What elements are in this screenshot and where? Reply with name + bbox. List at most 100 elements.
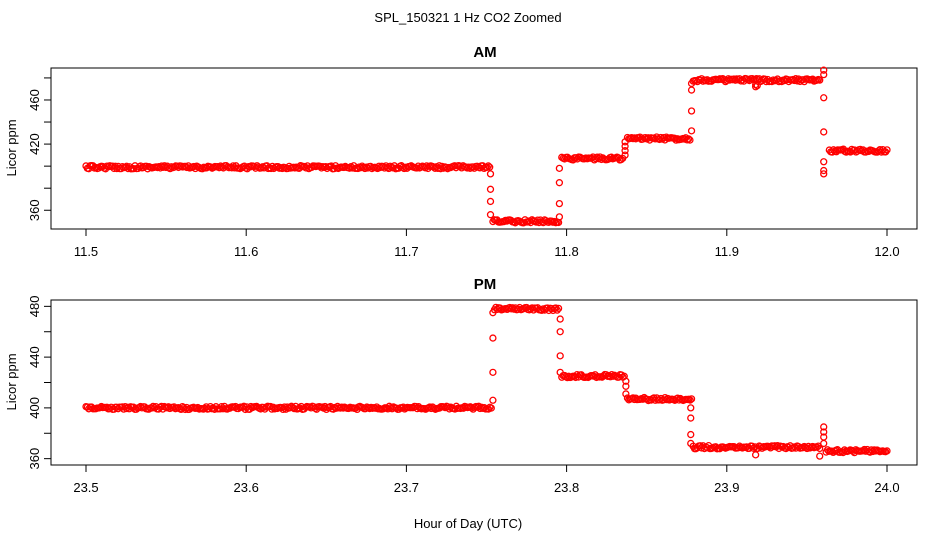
pm-transition-point bbox=[622, 390, 630, 398]
am-transition-point bbox=[621, 142, 629, 150]
pm-data-point bbox=[687, 395, 696, 403]
am-transition-point bbox=[687, 79, 696, 88]
am-transition-point bbox=[555, 164, 564, 172]
pm-x-tick-label: 23.6 bbox=[234, 480, 259, 495]
am-data-point bbox=[486, 163, 494, 171]
am-x-tick-label: 11.9 bbox=[715, 244, 739, 259]
am-x-tick-label: 11.7 bbox=[394, 244, 418, 259]
am-plot-frame bbox=[50, 67, 918, 230]
pm-plot-frame bbox=[50, 299, 918, 466]
pm-y-tick-label: 400 bbox=[27, 397, 42, 419]
am-y-axis-label: Licor ppm bbox=[4, 119, 19, 176]
am-transition-point bbox=[555, 199, 564, 208]
pm-transition-point bbox=[820, 439, 828, 448]
pm-x-tick-label: 23.5 bbox=[73, 480, 98, 495]
am-data-point bbox=[686, 136, 694, 144]
pm-x-tick-label: 23.7 bbox=[394, 480, 419, 495]
am-data-point bbox=[160, 162, 169, 170]
am-panel-title: AM bbox=[473, 44, 496, 61]
pm-transition-point bbox=[687, 439, 695, 448]
pm-transition-point bbox=[820, 428, 828, 436]
pm-transition-point bbox=[687, 430, 695, 439]
pm-x-tick-label: 23.8 bbox=[554, 480, 579, 495]
am-transition-point bbox=[687, 127, 696, 135]
pm-y-tick-label: 440 bbox=[27, 346, 42, 368]
am-outlier-point bbox=[751, 80, 760, 89]
pm-data-point bbox=[883, 447, 891, 455]
pm-panel: PM 23.5 23.6 23.7 23.8 23.9 24.0 360 400 440 480… bbox=[4, 276, 918, 495]
pm-transition-point bbox=[556, 352, 564, 360]
am-transition-point bbox=[486, 211, 495, 219]
am-transition-point bbox=[621, 138, 629, 146]
am-transition-point bbox=[820, 166, 828, 175]
am-data-point bbox=[483, 163, 491, 172]
pm-transition-point bbox=[489, 309, 497, 317]
pm-x-ticks: 23.5 23.6 23.7 23.8 23.9 24.0 bbox=[73, 465, 900, 495]
am-transition-point bbox=[555, 179, 564, 187]
pm-transition-point bbox=[687, 404, 695, 412]
pm-x-tick-label: 23.9 bbox=[714, 480, 739, 495]
am-transition-point bbox=[486, 185, 495, 193]
am-transition-point bbox=[820, 158, 828, 166]
pm-transition-point bbox=[622, 382, 630, 390]
pm-y-tick-label: 360 bbox=[27, 448, 42, 470]
am-outlier-point bbox=[753, 81, 761, 90]
am-data-point bbox=[684, 135, 693, 143]
am-transition-point bbox=[820, 94, 828, 102]
am-x-ticks: 11.5 11.6 11.7 11.8 11.9 12.0 bbox=[74, 229, 900, 259]
am-transition-point bbox=[820, 128, 828, 136]
pm-panel-title: PM bbox=[474, 276, 497, 293]
am-transition-point bbox=[820, 70, 828, 79]
am-data-point bbox=[816, 76, 824, 84]
am-outlier-point bbox=[751, 83, 760, 91]
pm-transition-point bbox=[820, 423, 828, 431]
am-transition-point bbox=[687, 107, 696, 115]
pm-outlier-point bbox=[816, 452, 824, 460]
am-transition-point bbox=[555, 213, 564, 221]
am-transition-point bbox=[621, 151, 629, 159]
am-y-ticks: 360 420 460 bbox=[27, 77, 51, 221]
pm-transition-point bbox=[489, 368, 497, 376]
pm-data-point bbox=[816, 444, 824, 453]
am-x-tick-label: 11.6 bbox=[234, 244, 258, 259]
pm-y-tick-label: 480 bbox=[27, 295, 42, 317]
am-points bbox=[82, 66, 891, 227]
pm-transition-point bbox=[489, 334, 497, 342]
am-transition-point bbox=[486, 197, 495, 206]
am-y-tick-label: 360 bbox=[27, 199, 42, 221]
am-x-tick-label: 11.5 bbox=[74, 244, 98, 259]
pm-data-point bbox=[487, 404, 495, 412]
am-y-tick-label: 420 bbox=[27, 133, 42, 155]
am-data-point bbox=[484, 162, 492, 170]
am-panel: AM 11.5 11.6 11.7 11.8 11.9 12.0 360 420 460 Li… bbox=[4, 44, 918, 259]
pm-transition-point bbox=[556, 368, 564, 376]
pm-transition-point bbox=[489, 396, 497, 404]
pm-y-axis-label: Licor ppm bbox=[4, 353, 19, 410]
figure-title: SPL_150321 1 Hz CO2 Zoomed bbox=[374, 10, 561, 25]
am-data-point bbox=[883, 146, 891, 154]
pm-transition-point bbox=[687, 414, 695, 422]
pm-transition-point bbox=[556, 315, 564, 323]
pm-outlier-point bbox=[751, 451, 760, 459]
pm-transition-point bbox=[556, 328, 564, 336]
pm-data-point bbox=[686, 396, 694, 404]
pm-data-point bbox=[554, 304, 563, 313]
am-y-tick-label: 460 bbox=[27, 89, 42, 111]
pm-data-point bbox=[553, 306, 561, 314]
am-transition-point bbox=[621, 147, 629, 155]
pm-x-tick-label: 24.0 bbox=[874, 480, 899, 495]
am-data-point bbox=[617, 155, 625, 164]
am-transition-point bbox=[486, 170, 495, 178]
pm-y-ticks: 360 400 440 480 bbox=[27, 295, 51, 470]
am-data-point bbox=[683, 136, 691, 144]
am-x-tick-label: 11.8 bbox=[554, 244, 578, 259]
am-transition-point bbox=[820, 170, 828, 178]
am-transition-point bbox=[687, 86, 696, 94]
am-transition-point bbox=[820, 66, 828, 74]
pm-data-point bbox=[860, 445, 868, 454]
pm-points bbox=[82, 303, 891, 460]
x-axis-label: Hour of Day (UTC) bbox=[414, 516, 522, 531]
pm-transition-point bbox=[622, 377, 630, 385]
am-x-tick-label: 12.0 bbox=[874, 244, 899, 259]
